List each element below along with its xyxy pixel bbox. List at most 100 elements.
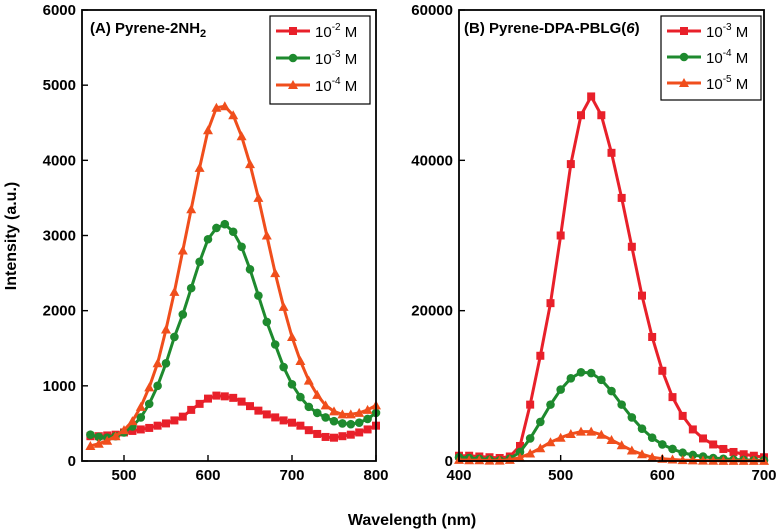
panel-b-data-point <box>647 433 657 442</box>
panel-a-data-point <box>186 204 197 214</box>
panel-a-data-point <box>161 324 171 334</box>
panel-a-data-point <box>93 438 104 448</box>
panel-a-data-point <box>170 332 179 342</box>
panel-a-y-tick-label: 2000 <box>43 303 76 320</box>
panel-b-y-tick-label: 20000 <box>411 303 453 320</box>
panel-a-data-point <box>195 257 204 267</box>
panel-b-data-point <box>626 445 637 455</box>
panel-a-data-point <box>212 223 221 233</box>
panel-b-data-point <box>668 444 677 454</box>
panel-a-data-point <box>145 423 154 432</box>
panel-a-data-point <box>229 393 238 402</box>
panel-b-data-point <box>607 148 616 157</box>
panel-a-data-point <box>330 433 338 442</box>
panel-a-data-point <box>127 416 138 426</box>
panel-b-data-point <box>566 374 576 383</box>
panel-a-data-point <box>237 242 246 252</box>
panel-a-legend-label: 10-4 M <box>315 76 357 95</box>
panel-b-data-point <box>597 375 606 385</box>
panel-a-data-point <box>170 416 179 425</box>
panel-b-data-point <box>668 393 677 402</box>
panel-b-x-tick-label: 500 <box>548 467 573 484</box>
panel-b-data-point <box>566 160 575 169</box>
panel-a-data-point <box>287 331 297 341</box>
panel-b-data-point <box>709 440 718 449</box>
panel-b-data-point <box>749 451 758 460</box>
panel-b-legend-marker <box>679 78 689 87</box>
panel-b-data-point <box>739 450 748 459</box>
y-axis-title: Intensity (a.u.) <box>3 182 20 290</box>
panel-b-frame <box>458 9 765 462</box>
panel-b-data-point <box>515 452 525 462</box>
panel-a-data-point <box>136 425 145 434</box>
panel-a-data-point <box>162 419 170 428</box>
panel-b-data-point <box>658 366 667 375</box>
panel-b-data-point <box>587 92 596 101</box>
panel-a-data-point <box>86 430 95 439</box>
panel-a-data-point <box>187 405 196 414</box>
panel-b-data-point <box>617 400 626 409</box>
panel-b-data-point <box>546 400 555 409</box>
panel-a-data-point <box>304 402 314 412</box>
panel-a-data-point <box>186 283 196 293</box>
panel-a-data-point <box>144 399 154 409</box>
panel-a-data-point <box>279 416 288 425</box>
panel-b-data-point <box>536 417 545 427</box>
panel-a-data-point <box>245 159 255 169</box>
panel-b-data-point <box>616 440 627 450</box>
panel-a-data-point <box>345 409 356 419</box>
panel-b-data-point <box>464 455 475 465</box>
panel-a-data-point <box>119 425 129 435</box>
panel-a-chart: 500 600 700 800 0 1000 2000 3000 4000 5000 6000 (A… <box>43 2 389 484</box>
panel-a-data-point <box>312 389 323 399</box>
panel-b-data-point <box>729 447 738 456</box>
panel-b-data-point <box>597 111 606 120</box>
panel-a-data-point <box>94 432 104 442</box>
panel-b-data-point <box>678 448 687 458</box>
panel-a-data-point <box>228 110 239 120</box>
panel-a-x-tick-label: 600 <box>195 467 220 484</box>
panel-a-data-point <box>346 430 355 439</box>
panel-a-data-point <box>102 435 113 445</box>
panel-a-data-point <box>220 219 230 229</box>
panel-a-data-point <box>178 310 188 319</box>
panel-b-data-point <box>526 400 535 409</box>
panel-a-data-point <box>211 102 222 112</box>
panel-b-data-point <box>719 444 728 453</box>
panel-a-data-point <box>338 432 347 441</box>
panel-a-data-point <box>363 425 372 434</box>
panel-b-data-point <box>687 455 698 465</box>
panel-a-legend-label: 10-2 M <box>315 22 357 41</box>
panel-a-data-point <box>245 265 255 274</box>
panel-b-data-point <box>637 424 647 433</box>
panel-b-data-point <box>565 428 576 438</box>
panel-a-data-point <box>253 192 264 202</box>
panel-a-data-point <box>329 416 339 426</box>
panel-a-legend-marker <box>289 27 297 35</box>
panel-a-data-point <box>303 375 314 385</box>
panel-a-legend-marker <box>288 80 298 89</box>
panel-b-title: (B) Pyrene-DPA-PBLG(6) <box>464 20 640 37</box>
panel-b-data-point <box>556 231 565 240</box>
panel-b-data-point <box>606 434 617 444</box>
panel-a-data-point <box>295 356 306 366</box>
panel-a-data-point <box>271 413 280 422</box>
panel-b-data-point <box>627 242 636 251</box>
panel-a-series-1 <box>86 391 380 442</box>
panel-b-data-point <box>617 193 626 202</box>
panel-a-data-point <box>270 268 281 278</box>
panel-a-data-point <box>270 340 280 349</box>
panel-a-data-point <box>262 410 271 419</box>
panel-a-data-point <box>236 131 247 141</box>
panel-b-data-point <box>474 455 485 465</box>
panel-b-legend-label: 10-4 M <box>706 48 748 67</box>
panel-b-data-point <box>658 440 667 449</box>
panel-a-data-point <box>153 381 162 391</box>
panel-a-data-point <box>144 382 155 392</box>
panel-a-data-point <box>203 125 213 135</box>
panel-b-data-point <box>555 432 566 442</box>
panel-a-data-point <box>153 421 162 430</box>
panel-a-data-point <box>287 380 297 389</box>
panel-a-data-point <box>321 432 330 441</box>
panel-b-x-tick-label: 400 <box>446 467 471 484</box>
